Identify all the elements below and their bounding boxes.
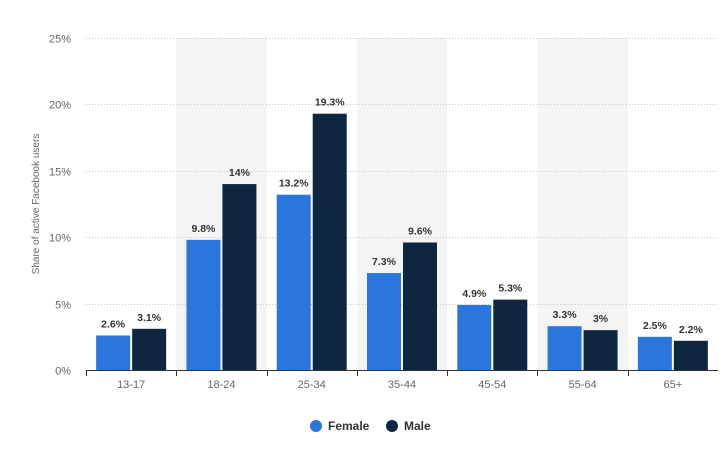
bar-male <box>132 328 167 370</box>
bar-male <box>673 340 708 370</box>
bar-female <box>367 273 401 370</box>
x-axis-ticks: 13-17 18-24 25-34 35-44 45-54 55-64 65+ <box>86 370 683 391</box>
data-label: 9.8% <box>191 223 216 235</box>
bar-male <box>583 330 618 370</box>
data-label: 19.3% <box>315 97 345 109</box>
bar-female <box>186 239 221 370</box>
bar-female <box>276 194 311 370</box>
legend-marker-male <box>386 420 398 432</box>
x-tick-label: 55-64 <box>569 379 597 391</box>
y-tick-label: 25% <box>49 34 71 46</box>
legend-label-male: Male <box>404 419 431 433</box>
data-label: 14% <box>229 167 251 179</box>
data-label: 2.2% <box>679 324 704 336</box>
bars <box>96 113 708 371</box>
x-tick-label: 13-17 <box>117 379 145 391</box>
data-label: 13.2% <box>279 178 309 190</box>
y-tick-label: 0% <box>55 366 71 378</box>
bar-female <box>457 304 492 370</box>
y-tick-label: 5% <box>55 300 71 312</box>
data-label: 7.3% <box>372 256 397 268</box>
y-tick-label: 15% <box>49 167 71 179</box>
data-labels: 2.6% 3.1% 9.8% 14% 13.2% 19.3% 7.3% 9.6% 4.9% 5.3… <box>101 97 703 336</box>
bar-male <box>222 184 257 370</box>
data-label: 2.5% <box>643 320 668 332</box>
legend: Female Male <box>310 419 431 433</box>
x-tick-label: 45-54 <box>478 379 506 391</box>
data-label: 5.3% <box>498 283 523 295</box>
data-label: 2.6% <box>101 318 126 330</box>
legend-label-female: Female <box>328 419 370 433</box>
bar-female <box>637 336 672 370</box>
bar-male <box>312 113 347 371</box>
legend-marker-female <box>310 420 322 432</box>
bar-female <box>547 326 582 370</box>
y-tick-label: 20% <box>49 100 71 112</box>
data-label: 4.9% <box>462 288 487 300</box>
y-tick-label: 10% <box>49 233 71 245</box>
x-tick-label: 18-24 <box>207 379 235 391</box>
data-label: 9.6% <box>408 226 433 238</box>
data-label: 3.1% <box>137 312 162 324</box>
category-band <box>537 38 628 370</box>
data-label: 3.3% <box>553 309 578 321</box>
data-label: 3% <box>593 313 609 325</box>
y-axis-ticks: 0% 5% 10% 15% 20% 25% <box>49 34 71 378</box>
x-tick-label: 35-44 <box>388 379 416 391</box>
x-tick-label: 65+ <box>664 379 683 391</box>
x-tick-label: 25-34 <box>298 379 326 391</box>
bar-female <box>96 335 131 370</box>
bar-male <box>493 299 528 370</box>
category-bands <box>176 38 628 370</box>
y-axis-label: Share of active Facebook users <box>31 134 42 275</box>
bar-male <box>403 242 437 370</box>
